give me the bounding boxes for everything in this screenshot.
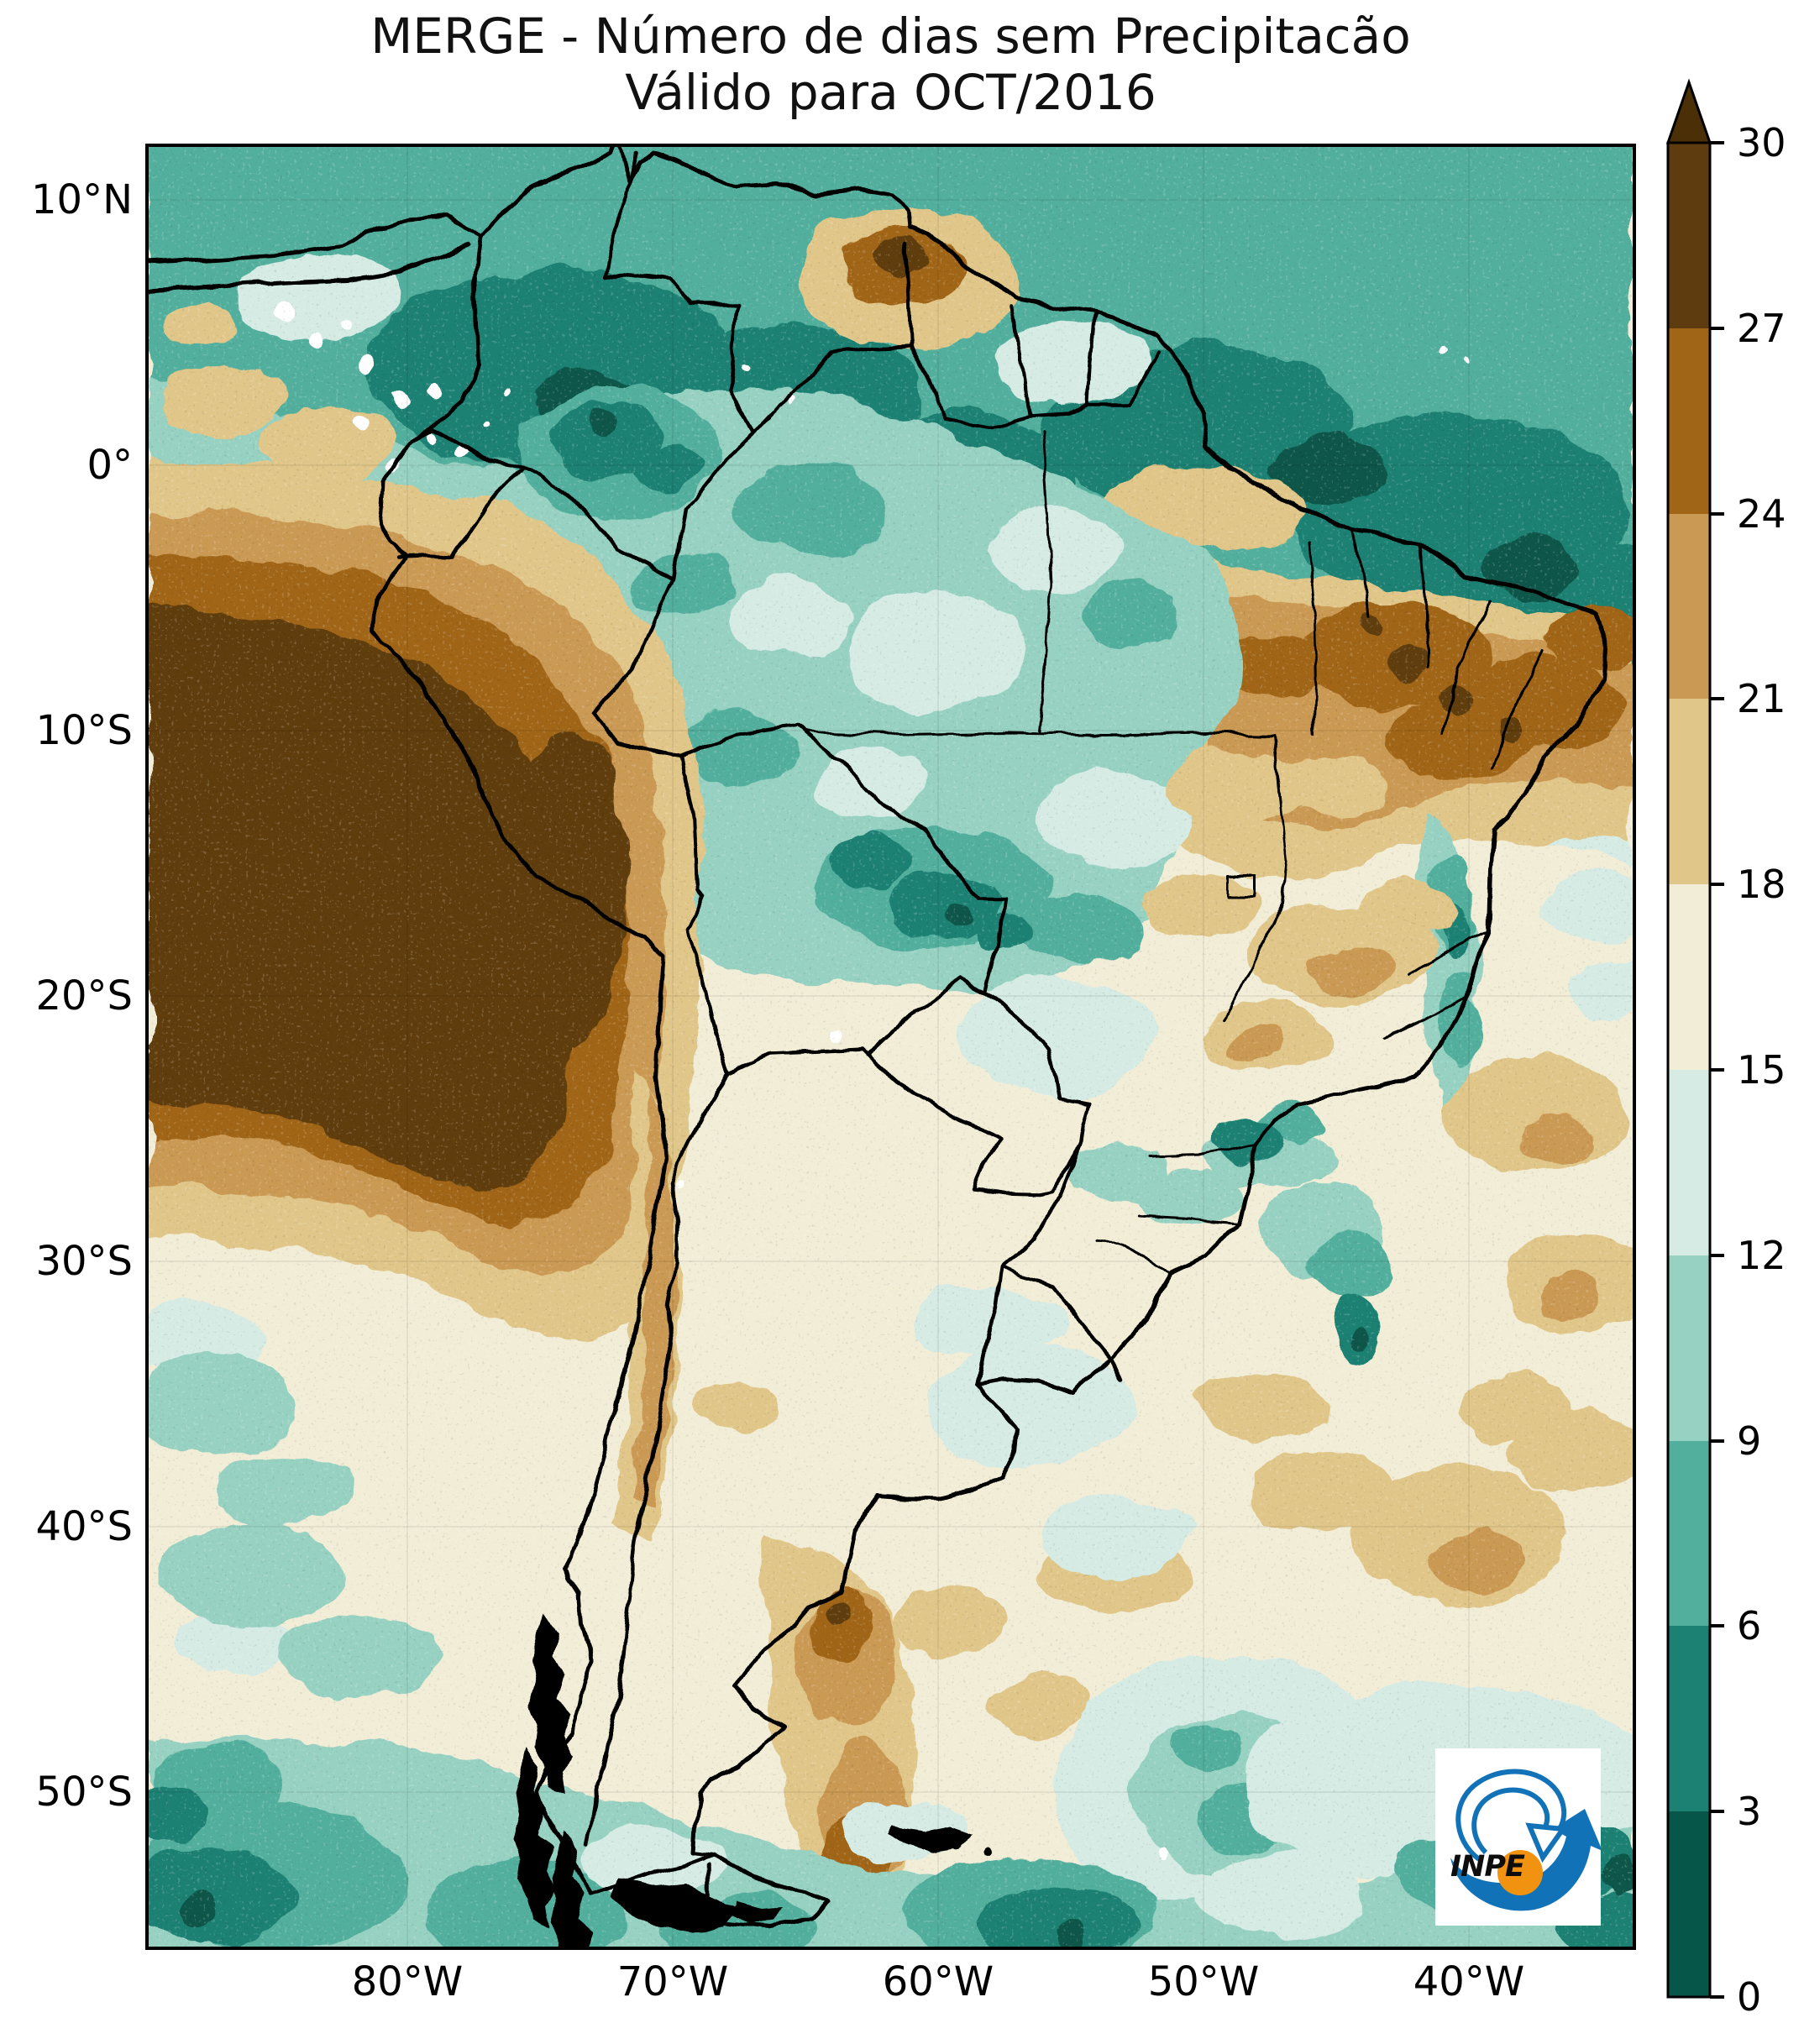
precipitation-map	[145, 144, 1636, 1950]
lat-label-30s: 30°S	[35, 1238, 133, 1285]
cbar-label-15: 15	[1737, 1047, 1786, 1093]
cbar-label-18: 18	[1737, 862, 1786, 907]
cbar-label-0: 0	[1737, 1974, 1761, 2020]
inpe-outer-spiral	[1455, 1769, 1567, 1862]
cbar-label-27: 27	[1737, 306, 1786, 351]
lon-label-70w: 70°W	[616, 1958, 729, 2005]
colorbar: 30 27 24 21 18 15 12 9 6 3 0	[1665, 78, 1804, 2020]
inpe-logo-art: INPE	[1450, 1769, 1601, 1911]
coastline-south-america	[149, 147, 1608, 1930]
lat-label-0: 0°	[87, 442, 133, 489]
inpe-logo-text: INPE	[1450, 1850, 1525, 1884]
cbar-label-6: 6	[1737, 1603, 1761, 1648]
inpe-orange-dot	[1497, 1850, 1543, 1895]
title-line-2: Válido para OCT/2016	[625, 64, 1156, 121]
cbar-label-30: 30	[1737, 120, 1786, 165]
lon-label-60w: 60°W	[882, 1958, 994, 2005]
lat-label-20s: 20°S	[35, 972, 133, 1019]
inpe-inner-spiral	[1471, 1787, 1550, 1855]
inpe-hollow-arrow	[1525, 1822, 1568, 1863]
lat-label-10s: 10°S	[35, 707, 133, 754]
grain-light	[149, 147, 1633, 1947]
lon-label-50w: 50°W	[1147, 1958, 1260, 2005]
inpe-swoosh-arrow	[1450, 1809, 1601, 1911]
map-canvas	[149, 147, 1633, 1947]
lat-label-10n: 10°N	[31, 176, 133, 223]
title-line-1: MERGE - Número de dias sem Precipitacão	[370, 8, 1411, 65]
colorbar-extend-arrow	[1665, 78, 1712, 144]
state-borders	[802, 431, 1544, 1275]
colorbar-ticks	[1710, 141, 1724, 1999]
cbar-label-12: 12	[1737, 1233, 1786, 1278]
cbar-label-9: 9	[1737, 1418, 1761, 1464]
colorbar-tick-labels: 30 27 24 21 18 15 12 9 6 3 0	[1737, 120, 1786, 2020]
cbar-label-24: 24	[1737, 491, 1786, 537]
cbar-label-21: 21	[1737, 676, 1786, 721]
country-borders	[396, 151, 1162, 1927]
colorbar-segments	[1668, 143, 1710, 1997]
lon-label-40w: 40°W	[1413, 1958, 1525, 2005]
glacier-marks	[512, 1612, 993, 1947]
lon-label-80w: 80°W	[351, 1958, 464, 2005]
figure-title: MERGE - Número de dias sem Precipitacão …	[149, 8, 1633, 121]
cbar-label-3: 3	[1737, 1789, 1761, 1834]
inpe-logo: INPE	[1435, 1748, 1601, 1926]
lat-label-40s: 40°S	[35, 1503, 133, 1550]
lat-label-50s: 50°S	[35, 1769, 133, 1816]
